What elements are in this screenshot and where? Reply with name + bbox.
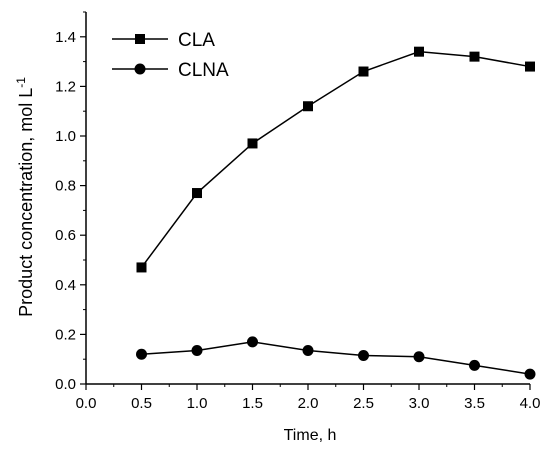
data-point-clna [413,351,425,363]
data-point-cla [303,101,313,112]
data-point-clna [302,345,314,357]
data-point-cla [525,61,535,72]
legend: CLA CLNA [112,30,229,81]
y-axis-title-main: Product concentration, mol L [16,88,36,317]
data-point-cla [358,66,369,77]
data-point-clna [191,345,203,357]
x-tick-label: 4.0 [520,395,541,412]
data-point-clna [358,349,369,361]
y-tick-label: 0.6 [55,227,76,244]
data-point-cla [247,138,258,149]
x-tick-label: 1.5 [242,395,263,412]
y-tick-label: 1.4 [55,29,76,46]
y-tick-label: 0.4 [55,277,76,294]
x-tick-label: 2.5 [353,395,374,412]
data-point-clna [524,368,536,380]
legend-label-clna: CLNA [178,60,229,81]
data-point-cla [469,51,480,62]
y-tick-label: 1.0 [55,128,76,145]
x-tick-label: 3.5 [464,395,485,412]
series-line-clna [141,341,531,375]
x-axis-title: Time, h [284,427,337,444]
axes: 0.0 0.5 1.0 1.5 2.0 2.5 3.0 3.5 4.0 0.0 0.2 0.4 0.6 0… [55,11,541,412]
data-point-cla [136,262,147,273]
y-tick-label: 1.2 [55,78,76,95]
data-point-clna [136,348,147,360]
data-point-cla [192,188,202,199]
x-tick-label: 3.0 [409,395,430,412]
legend-marker-clna [134,63,146,75]
x-tick-label: 0.5 [131,395,152,412]
legend-label-cla: CLA [178,30,215,51]
y-axis-title-superscript: -1 [14,77,28,88]
series-line-cla [140,50,531,268]
y-tick-label: 0.8 [55,178,76,195]
legend-marker-cla [135,34,145,44]
y-tick-label: 0.0 [55,376,76,393]
x-tick-label: 2.0 [298,395,319,412]
data-point-clna [247,336,258,348]
series-layer [136,46,536,380]
y-axis-title: Product concentration, mol L-1 [14,77,36,317]
data-point-cla [414,46,424,57]
x-tick-label: 0.0 [76,395,97,412]
data-point-clna [469,359,480,371]
y-tick-label: 0.2 [55,326,76,343]
x-tick-label: 1.0 [187,395,208,412]
